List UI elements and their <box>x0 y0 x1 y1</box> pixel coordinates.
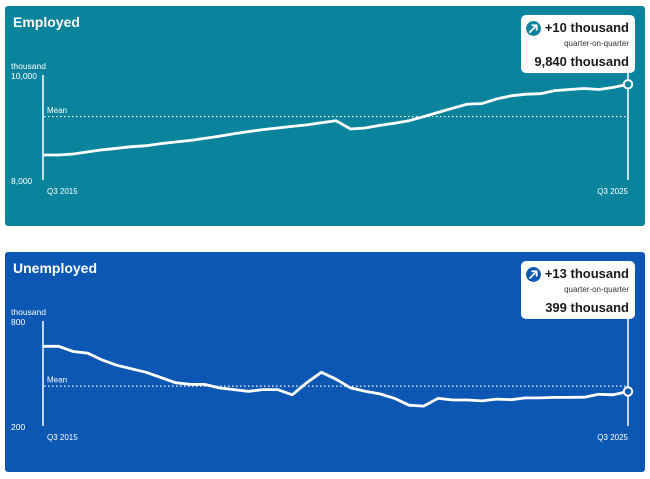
quarterly-change: +10 thousand <box>544 20 629 35</box>
unemployed-panel: Unemployed thousand 800 200 Mean Q3 2015 Q3 2… <box>5 252 645 472</box>
unit-label: thousand <box>11 61 46 71</box>
mean-label: Mean <box>47 376 67 385</box>
latest-value: 399 thousand <box>545 300 629 315</box>
trend-up-arrow-icon <box>526 267 541 282</box>
x-start-label: Q3 2015 <box>47 187 78 196</box>
panel-title: Unemployed <box>13 260 98 276</box>
series-line <box>42 344 630 408</box>
latest-point-marker <box>622 79 634 90</box>
y-tick-label-min: 8,000 <box>11 176 33 186</box>
y-tick-label-min: 200 <box>11 422 25 432</box>
latest-point-marker <box>622 386 634 397</box>
latest-value: 9,840 thousand <box>534 54 629 69</box>
series-line <box>42 82 630 157</box>
x-start-label: Q3 2015 <box>47 433 78 442</box>
unit-label: thousand <box>11 307 46 317</box>
quarterly-change: +13 thousand <box>544 266 629 281</box>
change-period: quarter-on-quarter <box>564 285 629 294</box>
change-period: quarter-on-quarter <box>564 39 629 48</box>
employed-panel: Employed thousand 10,000 8,000 Mean Q3 2015 Q… <box>5 6 645 226</box>
y-tick-label-max: 10,000 <box>11 71 37 81</box>
panel-title: Employed <box>13 14 80 30</box>
mean-label: Mean <box>47 106 67 115</box>
x-end-label: Q3 2025 <box>597 187 628 196</box>
x-end-label: Q3 2025 <box>597 433 628 442</box>
trend-up-arrow-icon <box>526 21 541 36</box>
y-tick-label-max: 800 <box>11 317 25 327</box>
employed-callout: +10 thousand quarter-on-quarter 9,840 th… <box>521 15 635 73</box>
unemployed-callout: +13 thousand quarter-on-quarter 399 thou… <box>521 261 635 319</box>
